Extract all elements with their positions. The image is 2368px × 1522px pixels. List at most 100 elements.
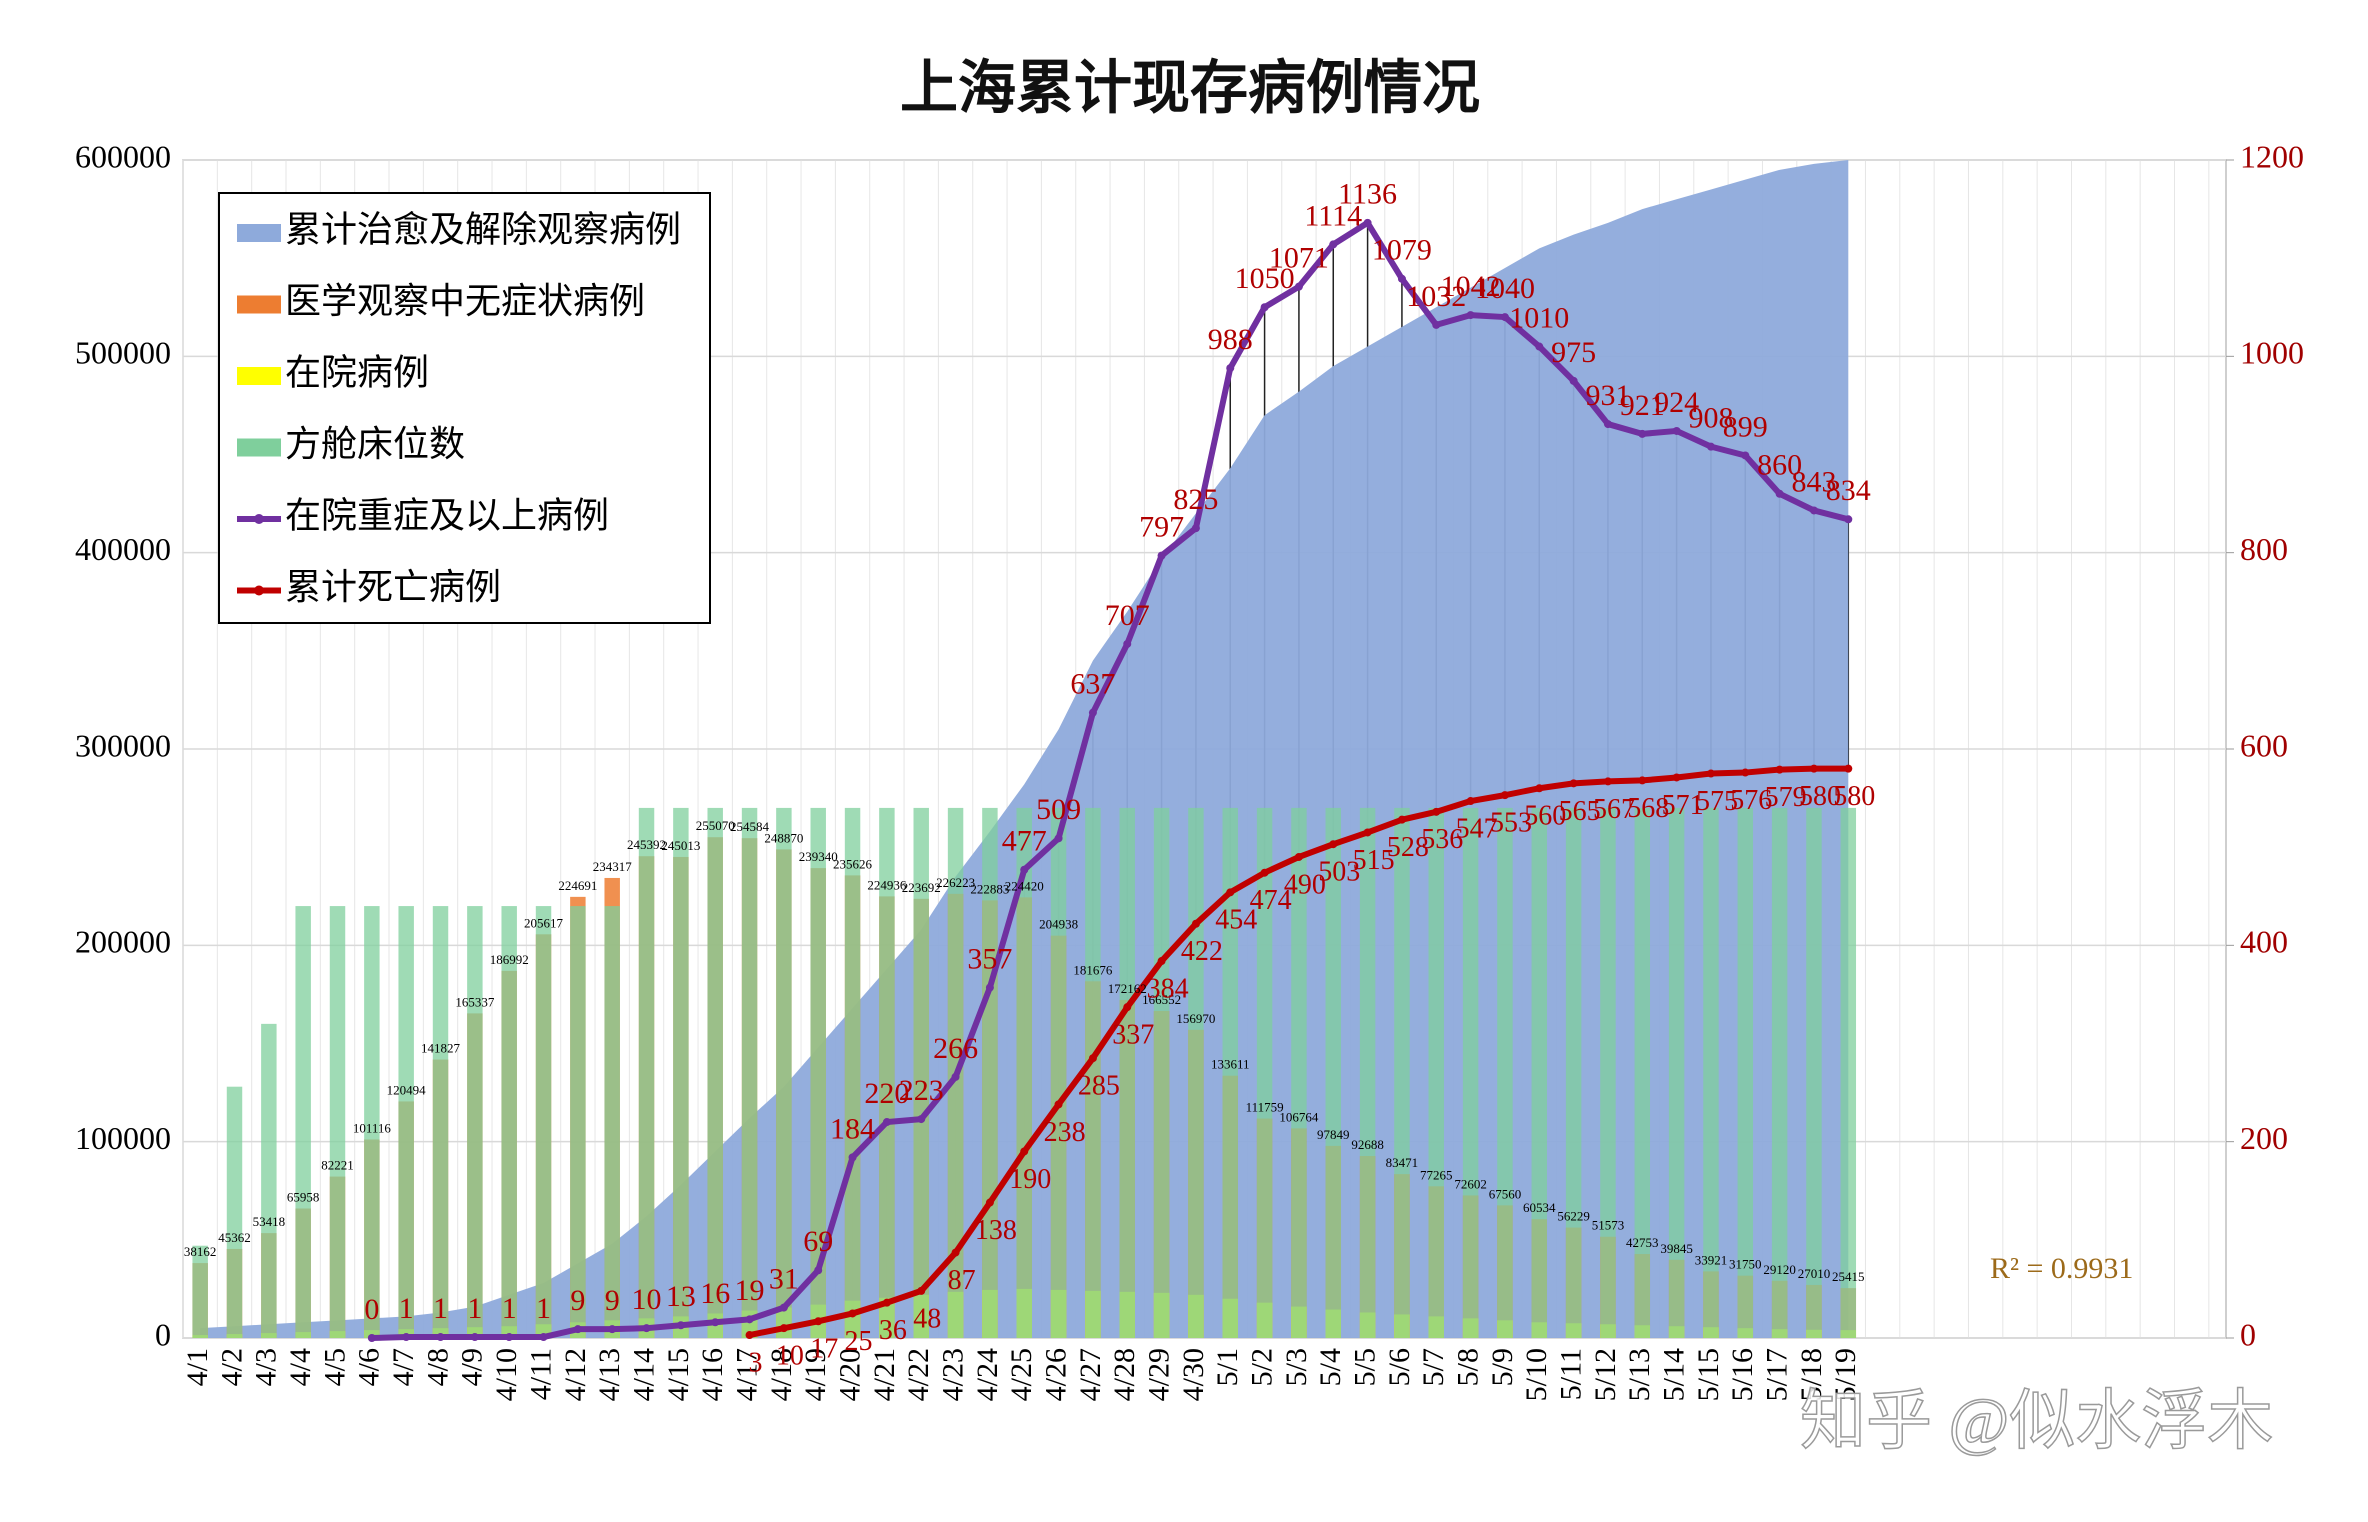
x-tick-label: 4/18: [765, 1348, 798, 1401]
bar-label: 224691: [558, 878, 597, 893]
line-marker: [1466, 797, 1475, 806]
bar-label: 222883: [970, 881, 1009, 896]
bar: [638, 807, 655, 1338]
x-tick-label: 4/28: [1108, 1348, 1141, 1401]
line-marker: [711, 1318, 720, 1327]
data-label: 454: [1215, 905, 1257, 936]
bar: [1771, 807, 1788, 1338]
data-label: 637: [1070, 668, 1115, 701]
line-marker: [1809, 764, 1818, 773]
x-tick-label: 4/3: [250, 1348, 283, 1386]
legend-label: 医学观察中无症状病例: [285, 281, 645, 321]
legend-swatch: [237, 295, 281, 314]
legend-label: 方舱床位数: [285, 424, 465, 464]
legend-swatch: [237, 438, 281, 457]
watermark: 知乎 @似水浮木: [1800, 1385, 2273, 1458]
line-marker: [985, 1198, 994, 1207]
data-label: 19: [735, 1274, 765, 1307]
bar-label: 248870: [764, 830, 803, 845]
data-label: 13: [666, 1280, 696, 1313]
x-tick-label: 4/27: [1074, 1348, 1107, 1401]
data-label: 834: [1826, 474, 1871, 507]
data-label: 843: [1791, 465, 1836, 498]
line-marker: [1123, 1003, 1132, 1012]
data-label: 422: [1181, 936, 1223, 967]
y2-tick-label: 0: [2240, 1316, 2256, 1352]
x-tick-label: 5/19: [1829, 1348, 1862, 1401]
bar: [741, 807, 758, 1338]
data-label: 1: [467, 1292, 482, 1325]
data-label: 285: [1078, 1071, 1120, 1102]
x-tick-label: 5/15: [1692, 1348, 1725, 1401]
data-label: 31: [769, 1262, 799, 1295]
y2-tick-label: 1000: [2240, 335, 2304, 371]
x-tick-label: 4/25: [1005, 1348, 1038, 1401]
x-tick-label: 4/15: [662, 1348, 695, 1401]
data-label: 568: [1627, 793, 1669, 824]
x-tick-label: 4/6: [353, 1348, 386, 1386]
x-tick-label: 5/11: [1555, 1348, 1588, 1400]
bar: [261, 1023, 277, 1338]
line-marker: [745, 1331, 754, 1340]
bar: [570, 906, 586, 1338]
y-tick-label: 100000: [75, 1120, 171, 1156]
data-label: 921: [1620, 389, 1665, 422]
bar-label: 56229: [1557, 1209, 1590, 1224]
line-marker: [1569, 376, 1578, 385]
legend-label: 累计死亡病例: [285, 567, 501, 607]
x-tick-label: 5/1: [1211, 1348, 1244, 1386]
data-label: 509: [1036, 793, 1081, 826]
x-tick-label: 4/22: [902, 1348, 935, 1401]
line-marker: [1191, 524, 1200, 533]
y2-tick-label: 1200: [2240, 138, 2304, 174]
bar-label: 33921: [1695, 1252, 1728, 1267]
bar: [1600, 807, 1616, 1338]
x-tick-label: 4/4: [284, 1348, 317, 1386]
bar-label: 101116: [353, 1120, 392, 1135]
line-marker: [917, 1115, 926, 1124]
line-marker: [1844, 515, 1853, 524]
data-label: 16: [700, 1277, 730, 1310]
bar-label: 226223: [936, 875, 975, 890]
y-tick-label: 500000: [75, 335, 171, 371]
line-marker: [402, 1333, 411, 1342]
line-marker: [1844, 764, 1853, 773]
line-marker: [1088, 1054, 1097, 1063]
line-marker: [573, 1325, 582, 1334]
line-marker: [1809, 506, 1818, 515]
bar-label: 181676: [1073, 962, 1113, 977]
bar-label: 133611: [1211, 1057, 1250, 1072]
line-marker: [539, 1333, 548, 1342]
bar: [1428, 807, 1444, 1338]
data-label: 503: [1318, 857, 1360, 888]
bar-label: 51573: [1592, 1218, 1625, 1233]
x-tick-label: 5/9: [1486, 1348, 1519, 1386]
bar: [1016, 807, 1032, 1338]
data-label: 580: [1833, 781, 1875, 812]
line-marker: [1157, 957, 1166, 966]
line-marker: [642, 1324, 651, 1333]
y-tick-label: 400000: [75, 531, 171, 567]
x-tick-label: 4/30: [1177, 1348, 1210, 1401]
bar: [1119, 807, 1135, 1338]
data-label: 10: [632, 1283, 662, 1316]
bar-label: 106764: [1279, 1109, 1319, 1124]
bar: [604, 906, 620, 1338]
data-label: 931: [1585, 379, 1630, 412]
x-tick-label: 5/7: [1417, 1348, 1450, 1386]
line-marker: [1329, 840, 1338, 849]
bar: [467, 906, 483, 1338]
y-tick-label: 200000: [75, 924, 171, 960]
bar: [1668, 807, 1685, 1338]
line-marker: [1397, 274, 1406, 283]
bar-label: 31750: [1729, 1257, 1762, 1272]
line-marker: [1294, 282, 1303, 291]
line-marker: [1706, 442, 1715, 451]
bar-label: 38162: [184, 1244, 217, 1259]
data-label: 17: [810, 1334, 838, 1365]
legend-swatch: [237, 367, 281, 385]
x-tick-label: 4/29: [1142, 1348, 1175, 1401]
bar: [226, 1086, 243, 1338]
data-label: 899: [1723, 410, 1768, 443]
bar: [1634, 807, 1651, 1338]
